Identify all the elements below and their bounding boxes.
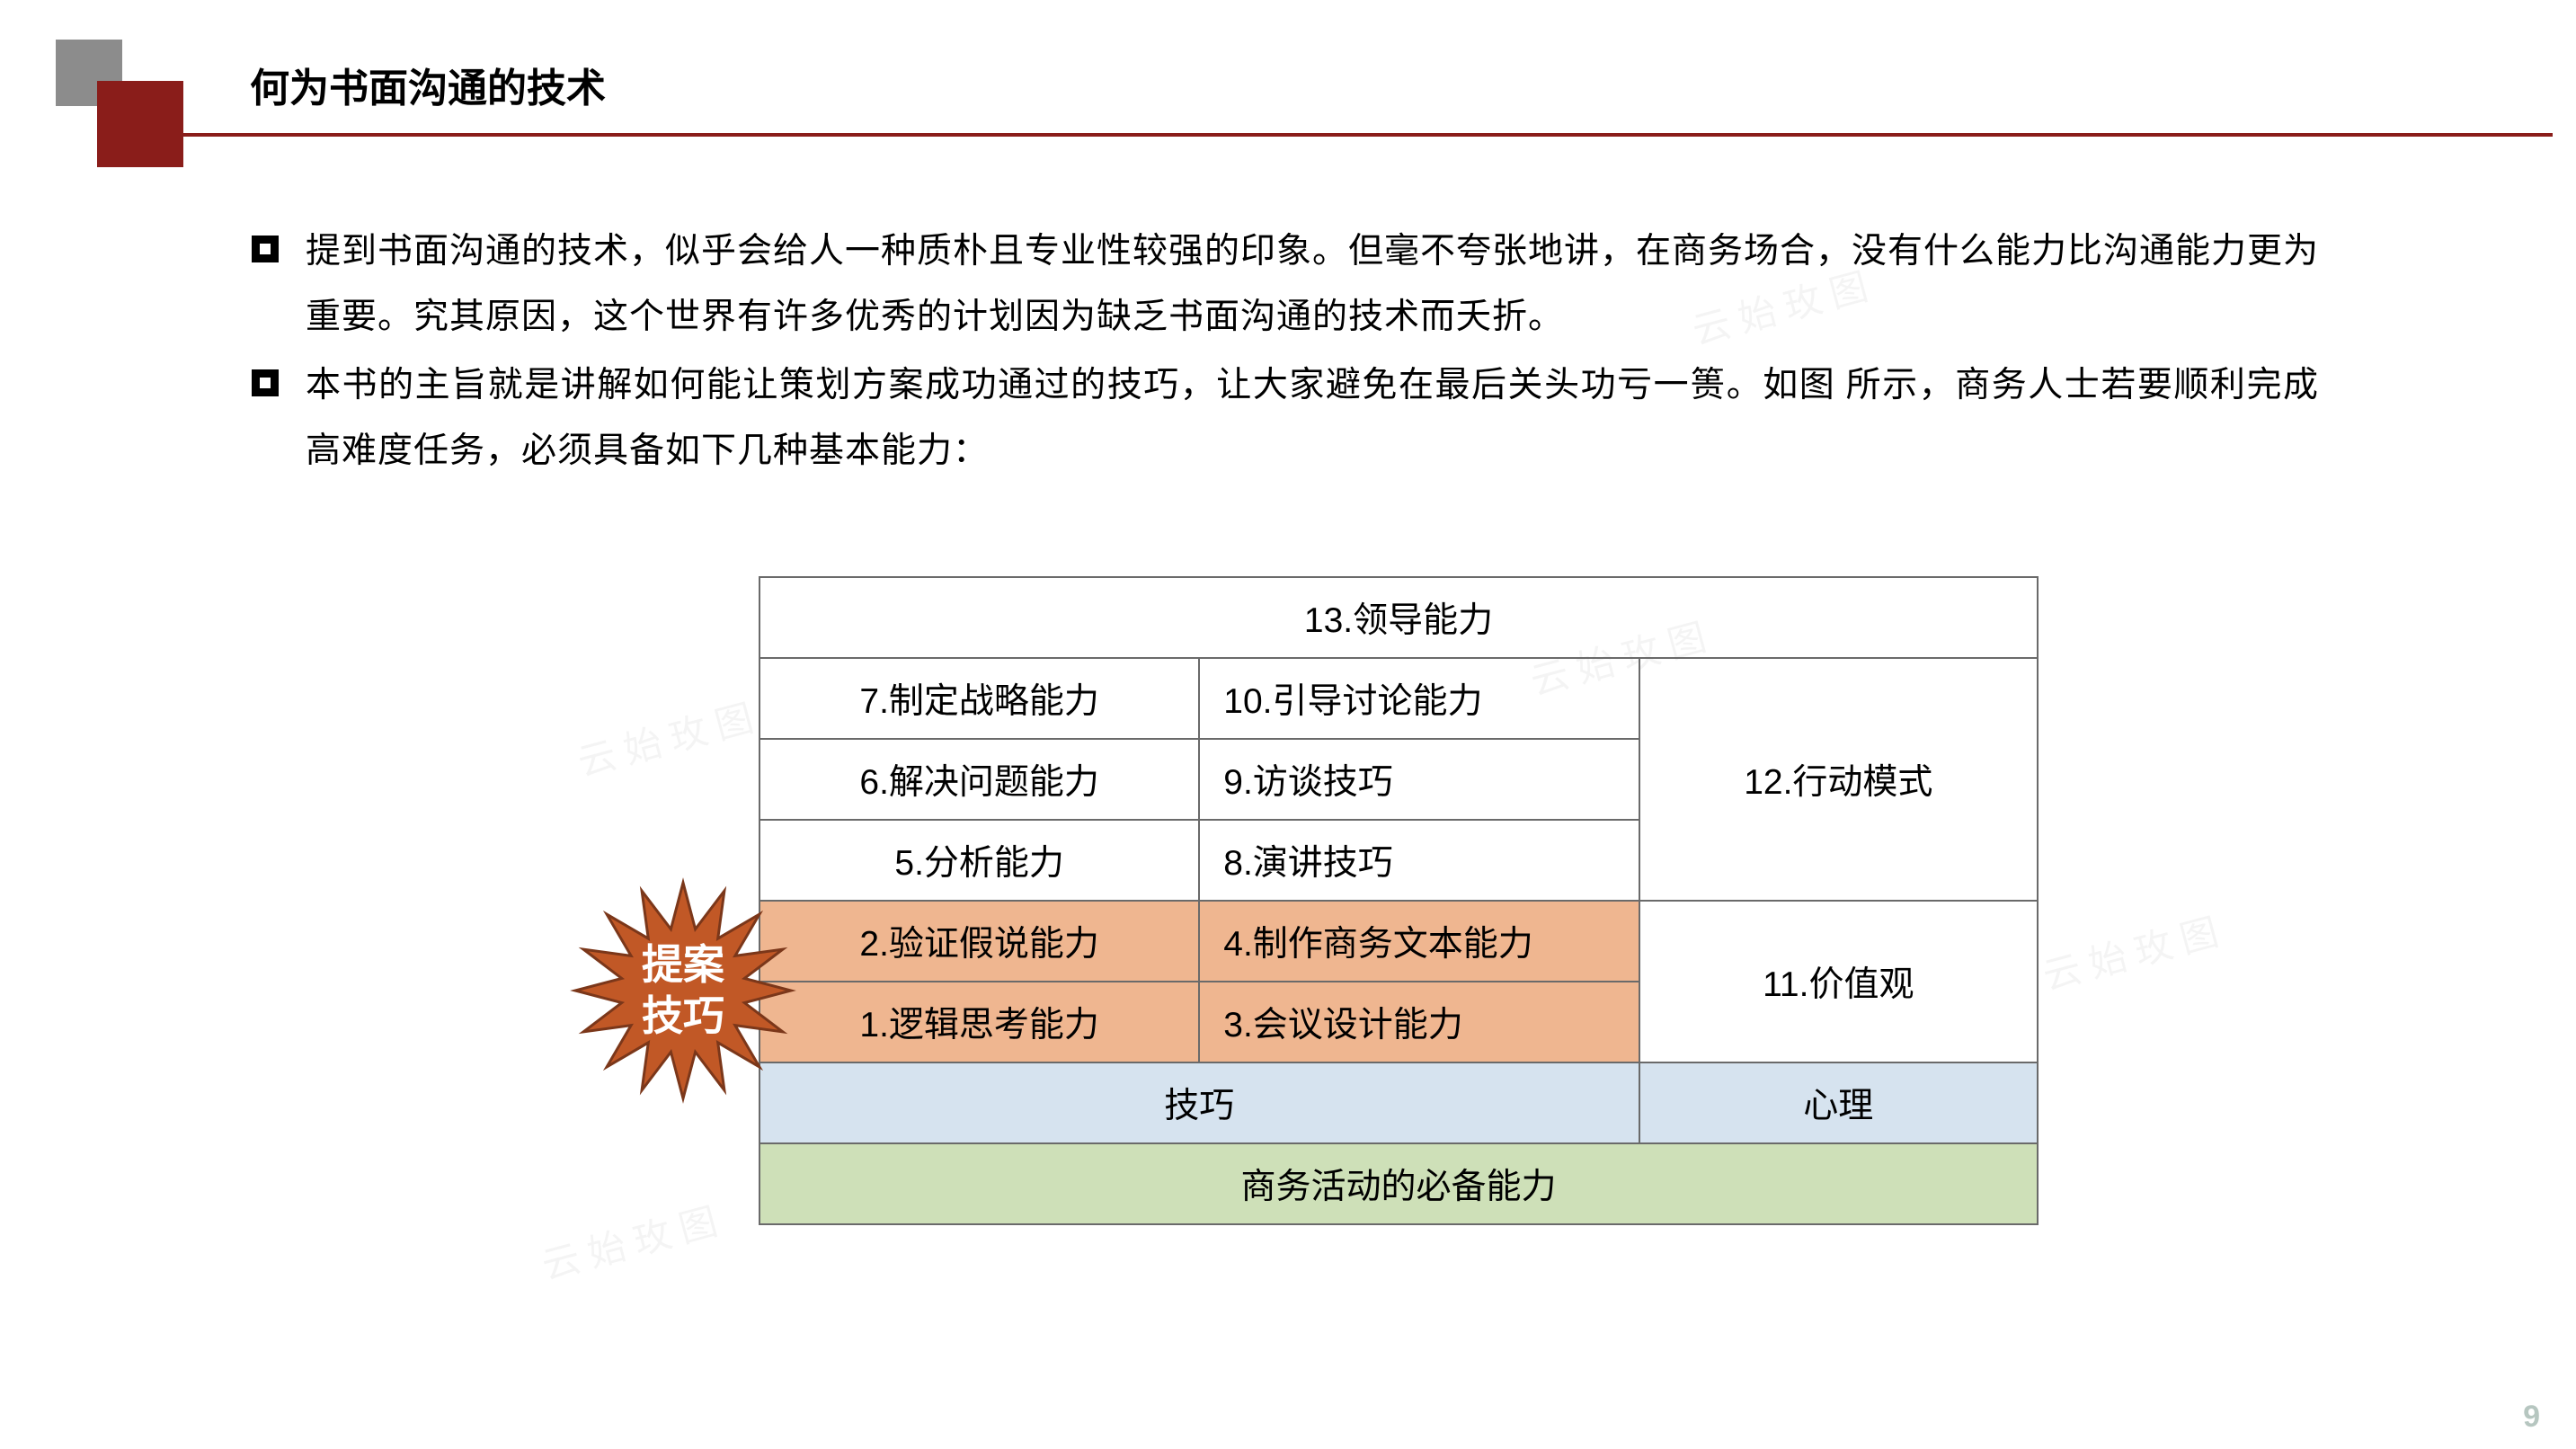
watermark: 云 始 玫 图 [572, 688, 759, 787]
skills-table: 13.领导能力 7.制定战略能力 10.引导讨论能力 12.行动模式 6.解决问… [759, 576, 2039, 1225]
cell-12: 12.行动模式 [1639, 658, 2038, 901]
starburst-label: 提案技巧 [566, 874, 800, 1107]
cell-8: 8.演讲技巧 [1199, 820, 1639, 901]
cell-5: 5.分析能力 [759, 820, 1199, 901]
cell-6: 6.解决问题能力 [759, 739, 1199, 820]
cell-footer-skill: 技巧 [759, 1062, 1639, 1143]
cell-4: 4.制作商务文本能力 [1199, 901, 1639, 982]
watermark: 云 始 玫 图 [536, 1191, 724, 1291]
cell-1: 1.逻辑思考能力 [759, 982, 1199, 1062]
cell-9: 9.访谈技巧 [1199, 739, 1639, 820]
body-item: 提到书面沟通的技术，似乎会给人一种质朴且专业性较强的印象。但毫不夸张地讲，在商务… [252, 219, 2319, 350]
body-list: 提到书面沟通的技术，似乎会给人一种质朴且专业性较强的印象。但毫不夸张地讲，在商务… [252, 219, 2319, 487]
body-item: 本书的主旨就是讲解如何能让策划方案成功通过的技巧，让大家避免在最后关头功亏一篑。… [252, 353, 2319, 484]
skills-diagram: 13.领导能力 7.制定战略能力 10.引导讨论能力 12.行动模式 6.解决问… [759, 576, 2039, 1225]
starburst: 提案技巧 [566, 874, 800, 1107]
cell-footer-mind: 心理 [1639, 1062, 2038, 1143]
cell-10: 10.引导讨论能力 [1199, 658, 1639, 739]
cell-13: 13.领导能力 [759, 577, 2038, 658]
page-title: 何为书面沟通的技术 [250, 56, 606, 113]
page-number: 9 [2523, 1400, 2540, 1435]
header-square-red [97, 81, 183, 167]
slide: 何为书面沟通的技术 提到书面沟通的技术，似乎会给人一种质朴且专业性较强的印象。但… [0, 0, 2576, 1449]
watermark: 云 始 玫 图 [2037, 902, 2225, 1001]
cell-7: 7.制定战略能力 [759, 658, 1199, 739]
header-rule [183, 133, 2553, 137]
cell-3: 3.会议设计能力 [1199, 982, 1639, 1062]
cell-2: 2.验证假说能力 [759, 901, 1199, 982]
cell-11: 11.价值观 [1639, 901, 2038, 1062]
cell-base: 商务活动的必备能力 [759, 1143, 2038, 1224]
